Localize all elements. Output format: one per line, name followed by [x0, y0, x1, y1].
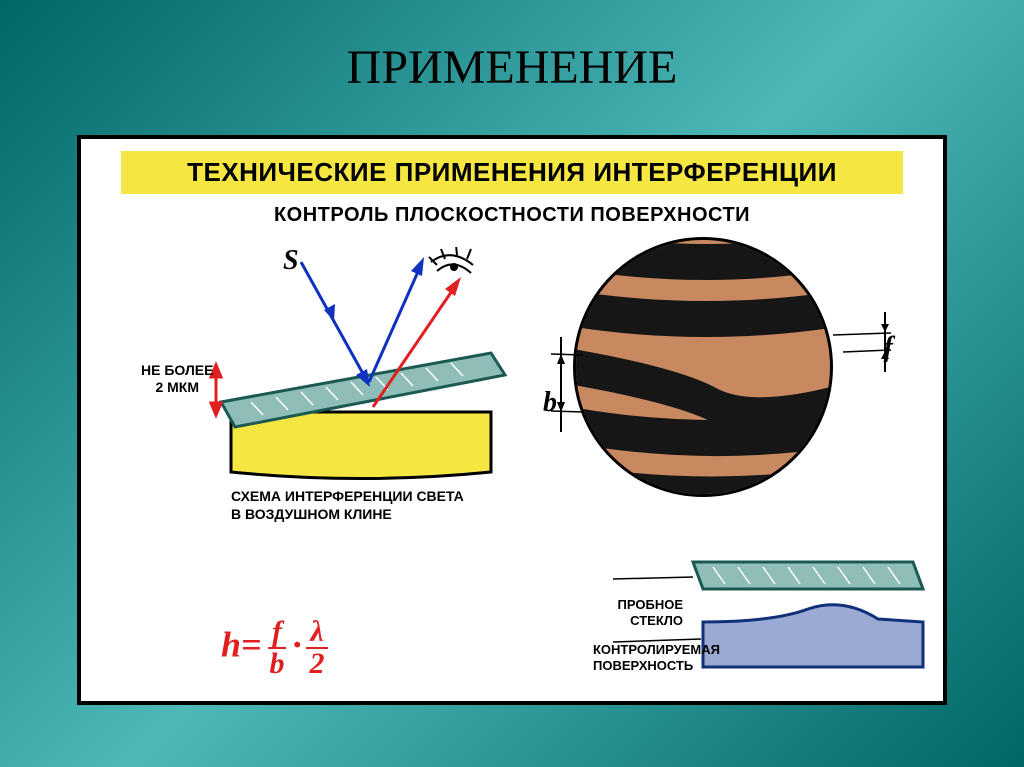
fringe-pattern-svg: [576, 240, 833, 497]
gap-label-line1: НЕ БОЛЕЕ: [141, 362, 213, 378]
sample-block: [231, 412, 491, 479]
left-diagram: S: [111, 247, 531, 587]
probe-label-line1: ПРОБНОЕ: [618, 597, 683, 612]
controlled-surface-shape: [703, 605, 923, 667]
formula-frac1: fb: [266, 617, 289, 679]
eye-icon: [429, 247, 473, 273]
b-dimension-svg: [533, 332, 593, 492]
surf-label-line1: КОНТРОЛИРУЕМАЯ: [593, 642, 720, 657]
diagram-card: ТЕХНИЧЕСКИЕ ПРИМЕНЕНИЯ ИНТЕРФЕРЕНЦИИ КОН…: [77, 135, 947, 705]
probe-glass-shape: [693, 562, 923, 589]
formula-frac2: λ2: [306, 617, 329, 679]
f-label: f: [884, 332, 893, 364]
formula-frac1-den: b: [266, 649, 289, 679]
formula: h=fb·λ2: [221, 617, 333, 679]
f-dimension-svg: [823, 302, 923, 442]
formula-lhs: h: [221, 624, 241, 664]
content-area: S: [81, 237, 943, 707]
surf-label-line2: ПОВЕРХНОСТЬ: [593, 658, 693, 673]
source-label: S: [283, 247, 299, 276]
left-caption: СХЕМА ИНТЕРФЕРЕНЦИИ СВЕТА В ВОЗДУШНОМ КЛ…: [231, 487, 464, 523]
banner-title: ТЕХНИЧЕСКИЕ ПРИМЕНЕНИЯ ИНТЕРФЕРЕНЦИИ: [121, 151, 903, 194]
right-diagram: f b: [533, 237, 913, 707]
glass-pair-svg: [613, 557, 933, 717]
page-title: ПРИМЕНЕНИЕ: [347, 40, 678, 95]
reflected-ray-blue: [369, 257, 424, 382]
gap-label: НЕ БОЛЕЕ 2 МКМ: [141, 362, 213, 396]
subtitle: КОНТРОЛЬ ПЛОСКОСТНОСТИ ПОВЕРХНОСТИ: [81, 204, 943, 227]
left-caption-line2: В ВОЗДУШНОМ КЛИНЕ: [231, 506, 392, 522]
probe-glass-label: ПРОБНОЕ СТЕКЛО: [593, 597, 683, 628]
gap-label-line2: 2 МКМ: [155, 379, 199, 395]
b-label: b: [543, 387, 557, 419]
formula-frac2-num: λ: [306, 617, 327, 649]
formula-frac2-den: 2: [306, 649, 329, 679]
controlled-surface-label: КОНТРОЛИРУЕМАЯ ПОВЕРХНОСТЬ: [593, 642, 683, 673]
formula-frac1-num: f: [268, 617, 286, 649]
incident-ray: [301, 262, 370, 387]
probe-label-line2: СТЕКЛО: [630, 613, 683, 628]
left-caption-line1: СХЕМА ИНТЕРФЕРЕНЦИИ СВЕТА: [231, 488, 464, 504]
fringe-circle: [573, 237, 833, 497]
